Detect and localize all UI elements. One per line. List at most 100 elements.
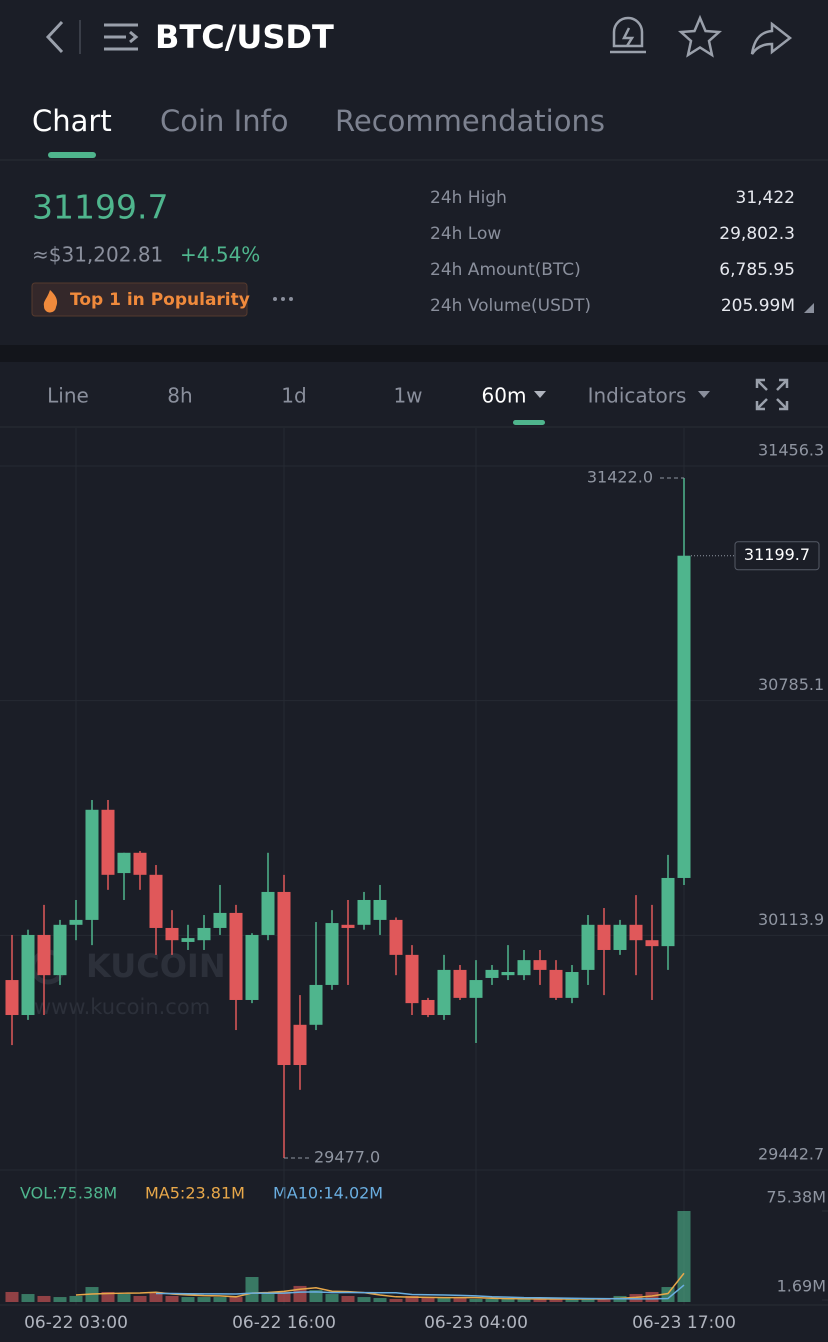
candle-body bbox=[645, 940, 659, 947]
volume-bar bbox=[165, 1295, 179, 1302]
price: 31199.7 bbox=[32, 188, 168, 227]
candle-body bbox=[277, 891, 291, 1066]
separator bbox=[0, 345, 828, 362]
x-tick-label: 06-23 17:00 bbox=[632, 1313, 736, 1333]
y-tick-label: 30785.1 bbox=[758, 675, 824, 694]
candle-body bbox=[133, 852, 147, 875]
volume-bar bbox=[453, 1298, 467, 1302]
candle-body bbox=[117, 852, 131, 874]
volume-bar bbox=[373, 1298, 387, 1302]
high-marker: 31422.0 bbox=[587, 467, 653, 486]
y-tick-label: 75.38M bbox=[766, 1188, 826, 1207]
candle-body bbox=[309, 984, 323, 1025]
menu-icon[interactable] bbox=[104, 23, 139, 51]
volume-bar bbox=[533, 1298, 547, 1302]
candle-body bbox=[421, 999, 435, 1016]
candle-body bbox=[181, 938, 195, 942]
volume-bar bbox=[197, 1297, 211, 1302]
candle-body bbox=[597, 924, 611, 950]
indicators[interactable]: Indicators bbox=[588, 384, 687, 408]
last-price-box bbox=[734, 541, 820, 571]
candle-body bbox=[213, 912, 227, 928]
volume-bar bbox=[357, 1297, 371, 1302]
candle-body bbox=[229, 912, 243, 1000]
dropdown-icon bbox=[534, 391, 546, 398]
volume-bar bbox=[21, 1294, 35, 1302]
volume-bar bbox=[69, 1295, 83, 1302]
interval[interactable]: Line bbox=[47, 384, 89, 408]
volume-bar bbox=[405, 1295, 419, 1302]
candle-body bbox=[565, 972, 579, 998]
interval[interactable]: 1d bbox=[281, 384, 306, 408]
candle-body bbox=[261, 891, 275, 935]
legend-entry: MA10:14.02M bbox=[273, 1184, 383, 1203]
volume-bar bbox=[389, 1298, 403, 1302]
candle-body bbox=[629, 924, 643, 941]
volume-bar bbox=[101, 1291, 115, 1302]
x-tick-label: 06-23 04:00 bbox=[424, 1313, 528, 1333]
corner-icon bbox=[804, 303, 814, 313]
candle-body bbox=[37, 934, 51, 976]
volume-bar bbox=[117, 1294, 131, 1302]
pair-title: BTC/USDT bbox=[155, 18, 334, 56]
tab[interactable]: Chart bbox=[32, 104, 112, 138]
candle-body bbox=[437, 969, 451, 1016]
flame-icon bbox=[43, 290, 58, 313]
stat-label: 24h Low bbox=[430, 224, 501, 244]
candle-body bbox=[21, 934, 35, 1016]
volume-bar bbox=[469, 1298, 483, 1302]
y-tick-label: 30113.9 bbox=[758, 910, 824, 929]
x-tick-label: 06-22 03:00 bbox=[24, 1313, 128, 1333]
favorite-icon[interactable] bbox=[677, 14, 723, 58]
volume-bar bbox=[549, 1298, 563, 1302]
candle-body bbox=[357, 899, 371, 925]
candle-body bbox=[5, 980, 19, 1016]
fullscreen-icon[interactable] bbox=[755, 378, 789, 411]
volume-bar bbox=[437, 1298, 451, 1302]
volume-bar bbox=[677, 1211, 691, 1302]
candle-body bbox=[341, 924, 355, 928]
candle-body bbox=[453, 969, 467, 998]
stat-value: 205.99M bbox=[721, 296, 795, 316]
stat-value: 6,785.95 bbox=[719, 260, 795, 280]
share-icon[interactable] bbox=[750, 21, 793, 55]
interval-active[interactable]: 60m bbox=[482, 384, 527, 408]
candle-body bbox=[549, 969, 563, 998]
volume-bar bbox=[181, 1297, 195, 1302]
low-marker: 29477.0 bbox=[314, 1148, 380, 1167]
volume-bar bbox=[245, 1277, 259, 1302]
candle-body bbox=[661, 877, 675, 947]
badge-text: Top 1 in Popularity bbox=[70, 290, 250, 310]
alert-icon[interactable] bbox=[610, 16, 646, 54]
y-tick-label: 1.69M bbox=[777, 1276, 826, 1295]
volume-bar bbox=[565, 1298, 579, 1302]
badge[interactable] bbox=[31, 282, 248, 317]
interval[interactable]: 1w bbox=[393, 384, 422, 408]
candle-body bbox=[325, 923, 339, 985]
candle-body bbox=[149, 874, 163, 928]
back-icon[interactable] bbox=[45, 20, 64, 54]
volume-bar bbox=[213, 1297, 227, 1302]
volume-bar bbox=[341, 1295, 355, 1302]
candle-body bbox=[293, 1024, 307, 1066]
volume-bar bbox=[325, 1294, 339, 1302]
fiat-price: ≈$31,202.81 bbox=[32, 243, 163, 267]
more-icon[interactable] bbox=[273, 297, 293, 301]
volume-bar bbox=[149, 1291, 163, 1302]
volume-bar bbox=[133, 1295, 147, 1302]
y-tick-label: 29442.7 bbox=[758, 1145, 824, 1164]
watermark-url: www.kucoin.com bbox=[34, 995, 210, 1019]
volume-bar bbox=[261, 1294, 275, 1302]
volume-bar bbox=[597, 1298, 611, 1302]
tab[interactable]: Coin Info bbox=[160, 104, 289, 138]
candle-body bbox=[517, 960, 531, 976]
tab[interactable]: Recommendations bbox=[335, 104, 605, 138]
stat-label: 24h Volume(USDT) bbox=[430, 296, 591, 316]
candle-body bbox=[101, 809, 115, 875]
legend-entry: VOL:75.38M bbox=[20, 1184, 117, 1203]
volume-bar bbox=[421, 1297, 435, 1302]
interval[interactable]: 8h bbox=[167, 384, 192, 408]
candle-body bbox=[485, 969, 499, 978]
